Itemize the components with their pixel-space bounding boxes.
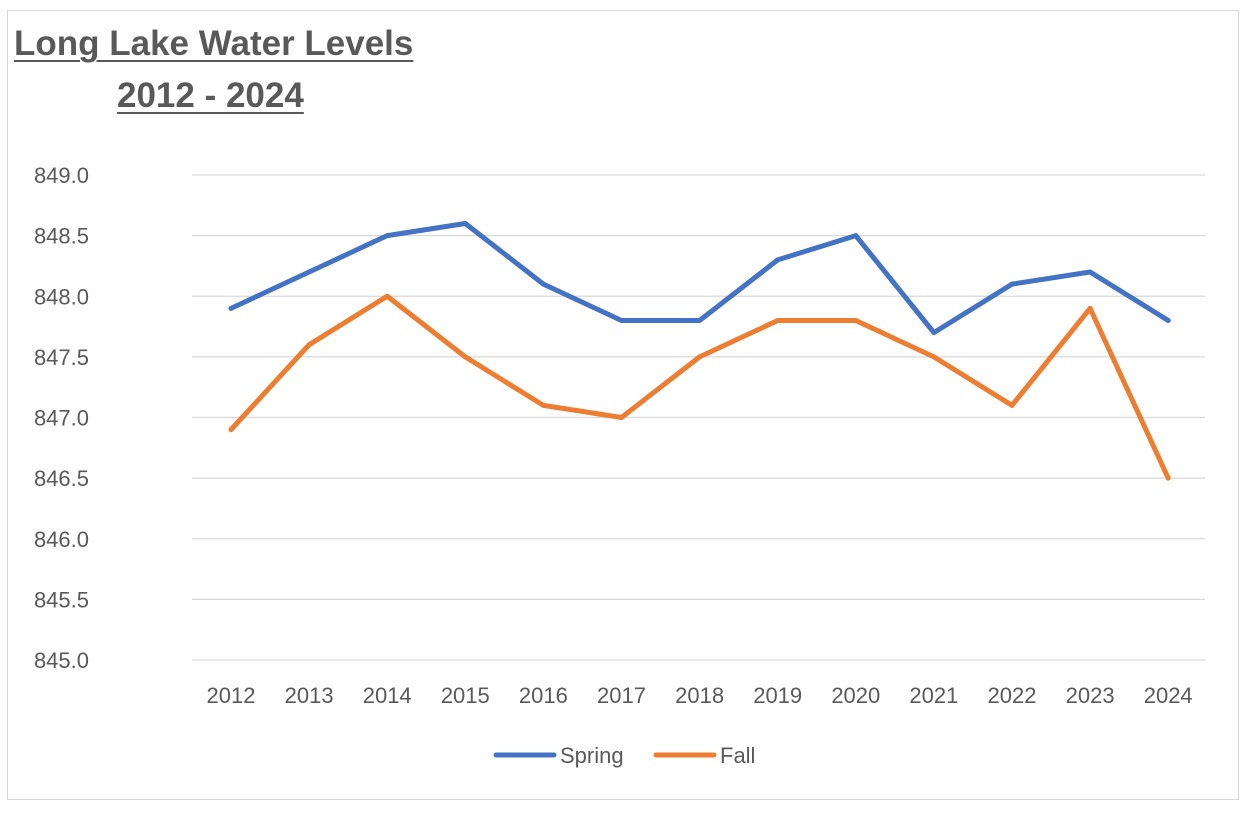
data-point-spring	[1165, 318, 1171, 323]
data-point-fall	[619, 415, 624, 420]
x-tick-label: 2012	[207, 683, 256, 708]
data-point-fall	[1009, 402, 1015, 408]
series-line-spring	[228, 221, 1171, 336]
y-tick-label: 846.0	[34, 527, 89, 552]
y-tick-label: 845.5	[34, 587, 89, 612]
data-point-fall	[775, 318, 781, 323]
legend-label-spring: Spring	[560, 743, 624, 768]
data-point-fall	[306, 342, 312, 348]
data-point-spring	[228, 305, 234, 311]
data-point-fall	[541, 402, 546, 408]
x-tick-label: 2015	[441, 683, 490, 708]
data-point-spring	[931, 330, 937, 336]
chart-area	[7, 10, 1239, 800]
data-point-spring	[384, 233, 390, 239]
data-point-fall	[853, 318, 859, 323]
data-point-fall	[1087, 305, 1093, 311]
legend-label-fall: Fall	[720, 743, 755, 768]
data-point-spring	[1087, 269, 1093, 275]
data-point-fall	[1165, 475, 1171, 481]
data-point-fall	[931, 354, 937, 360]
x-tick-label: 2024	[1144, 683, 1193, 708]
data-point-spring	[541, 281, 546, 287]
data-point-spring	[697, 318, 702, 323]
data-point-fall	[697, 354, 702, 360]
series-line-fall	[228, 293, 1171, 481]
gridlines	[192, 174, 1205, 661]
data-point-spring	[306, 269, 312, 275]
data-point-spring	[775, 257, 781, 263]
x-tick-label: 2023	[1066, 683, 1115, 708]
series-lines	[228, 221, 1171, 481]
x-axis-ticks: 2012 2013 2014 2015 2016 2017 2018 2019 2020 2021…	[207, 683, 1193, 708]
x-tick-label: 2016	[519, 683, 568, 708]
x-tick-label: 2017	[597, 683, 646, 708]
data-point-spring	[462, 221, 468, 226]
data-point-spring	[619, 318, 624, 323]
x-tick-label: 2021	[909, 683, 958, 708]
y-tick-label: 849.0	[34, 163, 89, 188]
x-tick-label: 2022	[988, 683, 1037, 708]
y-tick-label: 847.5	[34, 345, 89, 370]
y-tick-label: 847.0	[34, 406, 89, 431]
data-point-fall	[228, 427, 234, 433]
chart-subtitle: 2012 - 2024	[117, 76, 304, 115]
y-axis-ticks: 845.0 845.5 846.0 846.5 847.0 847.5 848.0 848.5…	[34, 163, 89, 673]
chart-title: Long Lake Water Levels	[14, 24, 414, 63]
y-tick-label: 845.0	[34, 648, 89, 673]
y-tick-label: 848.0	[34, 284, 89, 309]
x-tick-label: 2020	[831, 683, 880, 708]
x-tick-label: 2019	[753, 683, 802, 708]
data-point-spring	[1009, 281, 1015, 287]
y-tick-label: 846.5	[34, 466, 89, 491]
data-point-spring	[853, 233, 859, 239]
x-tick-label: 2013	[285, 683, 334, 708]
y-tick-label: 848.5	[34, 224, 89, 249]
data-point-fall	[462, 354, 468, 360]
data-point-fall	[384, 293, 390, 299]
x-tick-label: 2018	[675, 683, 724, 708]
x-tick-label: 2014	[363, 683, 412, 708]
legend: Spring Fall	[493, 743, 755, 768]
